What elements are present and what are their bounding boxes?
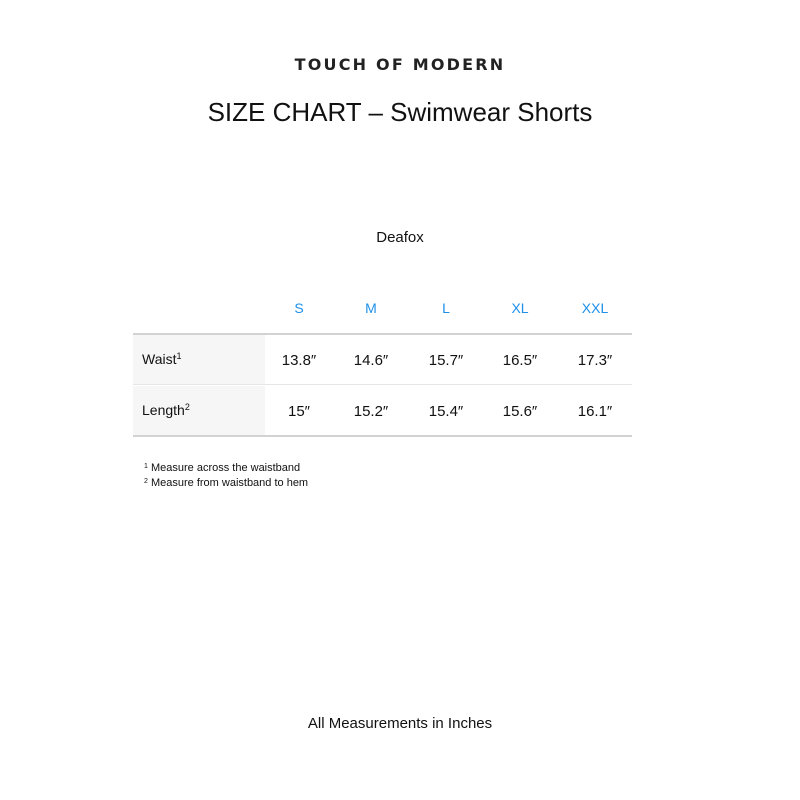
cell: 16.5″	[502, 352, 538, 369]
footnote: 2 Measure from waistband to hem	[144, 477, 309, 489]
footnote-mark: 2	[184, 402, 190, 412]
table-bottom-rule	[133, 435, 632, 437]
cell: 13.8″	[281, 352, 317, 369]
size-header-s: S	[294, 300, 304, 316]
footnote-mark: 1	[176, 351, 182, 361]
cell: 16.1″	[577, 403, 613, 420]
page-title: SIZE CHART – Swimwear Shorts	[207, 97, 593, 127]
size-header-xxl: XXL	[581, 300, 609, 316]
row-label-cell	[133, 335, 265, 384]
footnote: 1 Measure across the waistband	[144, 462, 301, 474]
footnotes: 1 Measure across the waistband 2 Measure…	[144, 460, 308, 490]
row-label: Waist1	[142, 351, 182, 367]
cell: 17.3″	[577, 352, 613, 369]
size-header-m: M	[365, 300, 377, 316]
cell: 15.6″	[502, 403, 538, 420]
measurement-units-note: All Measurements in Inches	[307, 715, 493, 732]
row-label: Length2	[142, 402, 190, 418]
cell: 15″	[288, 403, 310, 420]
cell: 15.7″	[428, 352, 464, 369]
row-label-cell	[133, 386, 265, 435]
touch-of-modern-logo: TOUCH OF MODERN	[294, 55, 506, 74]
row-divider	[133, 384, 632, 385]
cell: 15.2″	[353, 403, 389, 420]
cell: 15.4″	[428, 403, 464, 420]
size-header-l: L	[442, 300, 450, 316]
size-header-xl: XL	[511, 300, 529, 316]
cell: 14.6″	[353, 352, 389, 369]
table-top-rule	[133, 333, 632, 335]
brand-name: Deafox	[376, 229, 424, 246]
